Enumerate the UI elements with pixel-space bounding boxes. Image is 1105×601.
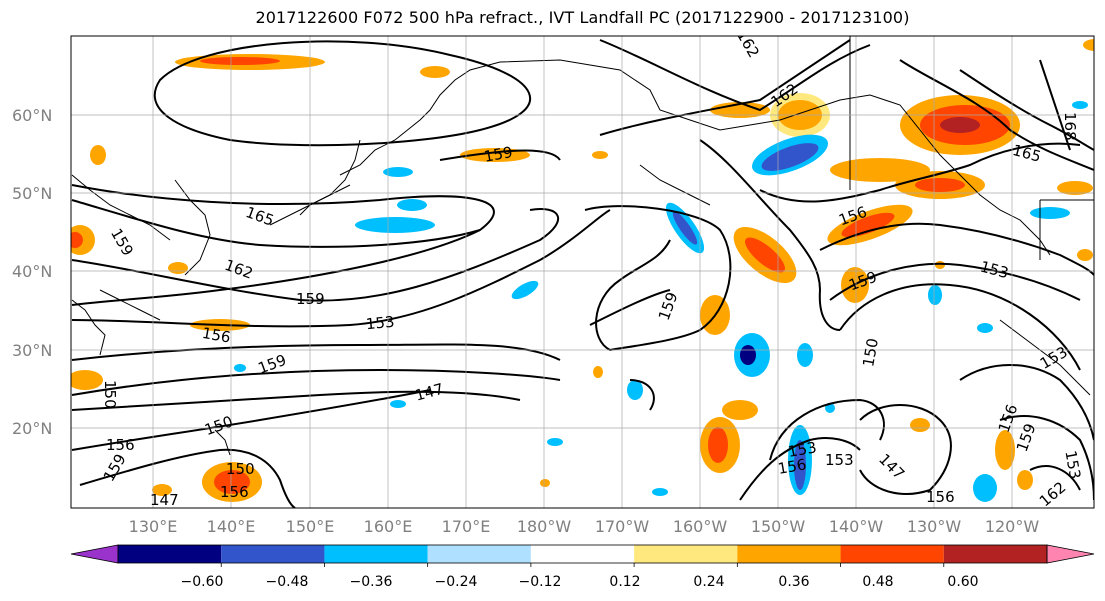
colorbar-segment xyxy=(118,545,222,563)
contour-label: 156 xyxy=(776,455,807,478)
lon-label: 180°W xyxy=(517,517,572,536)
colorbar-segment xyxy=(427,545,531,563)
colorbar-frame xyxy=(117,544,1048,564)
contour-label: 153 xyxy=(787,438,818,461)
latitude-labels: 60°N 50°N 40°N 30°N 20°N xyxy=(12,106,52,438)
colorbar xyxy=(70,544,1095,567)
contour-label: 168 xyxy=(1061,112,1079,141)
contour-label: 150 xyxy=(226,460,255,478)
lon-label: 150°W xyxy=(751,517,806,536)
lon-label: 170°W xyxy=(595,517,650,536)
colorbar-tick-label: 0.12 xyxy=(609,574,640,590)
contour-label: 159 xyxy=(483,143,514,166)
contour-label: 150 xyxy=(101,380,119,409)
colorbar-tick-labels: −0.60 −0.48 −0.36 −0.24 −0.12 0.12 0.24 … xyxy=(181,574,979,590)
colorbar-segment xyxy=(943,545,1047,563)
lon-label: 160°W xyxy=(673,517,728,536)
colorbar-segment xyxy=(840,545,944,563)
contour-label: 153 xyxy=(365,313,395,333)
contour-label: 156 xyxy=(106,436,135,454)
lat-label: 30°N xyxy=(12,341,52,360)
colorbar-tick-label: 0.48 xyxy=(862,574,893,590)
contour-label: 156 xyxy=(201,324,232,347)
colorbar-segment xyxy=(530,545,635,563)
colorbar-segment xyxy=(634,545,738,563)
contour-label: 159 xyxy=(296,290,325,308)
lat-label: 60°N xyxy=(12,106,52,125)
colorbar-extend-low xyxy=(70,544,119,564)
lon-label: 140°W xyxy=(829,517,884,536)
lon-label: 170°E xyxy=(442,517,491,536)
lon-label: 120°W xyxy=(985,517,1040,536)
lat-label: 50°N xyxy=(12,184,52,203)
lon-label: 160°E xyxy=(364,517,413,536)
colorbar-tick-label: −0.36 xyxy=(350,574,393,590)
map-title: 2017122600 F072 500 hPa refract., IVT La… xyxy=(255,8,910,27)
map-frame xyxy=(70,35,1095,509)
lon-label: 140°E xyxy=(207,517,256,536)
colorbar-segment xyxy=(324,545,428,563)
colorbar-tick-label: −0.60 xyxy=(181,574,224,590)
contour-label: 156 xyxy=(926,488,955,506)
contour-label: 150 xyxy=(859,337,882,368)
lon-label: 130°W xyxy=(907,517,962,536)
colorbar-tick-label: 0.36 xyxy=(778,574,809,590)
refractivity-contours xyxy=(71,39,1094,508)
colorbar-tick-label: −0.48 xyxy=(266,574,309,590)
colorbar-tick-label: 0.60 xyxy=(947,574,978,590)
lat-label: 20°N xyxy=(12,419,52,438)
colorbar-tick-label: 0.24 xyxy=(693,574,724,590)
colorbar-segment xyxy=(221,545,325,563)
lon-label: 150°E xyxy=(286,517,335,536)
colorbar-tick-label: −0.12 xyxy=(519,574,562,590)
longitude-labels: 130°E 140°E 150°E 160°E 170°E 180°W 170°… xyxy=(129,517,1040,536)
lat-label: 40°N xyxy=(12,262,52,281)
graticule xyxy=(71,36,1094,508)
colorbar-segment xyxy=(737,545,841,563)
colorbar-extend-high xyxy=(1046,544,1095,564)
contour-label: 147 xyxy=(150,491,179,509)
contour-label: 153 xyxy=(1061,449,1084,480)
ivt-shading xyxy=(71,39,1094,502)
contour-label: 156 xyxy=(220,483,249,501)
lon-label: 130°E xyxy=(129,517,178,536)
contour-label: 153 xyxy=(825,451,854,469)
colorbar-tick-label: −0.24 xyxy=(435,574,478,590)
